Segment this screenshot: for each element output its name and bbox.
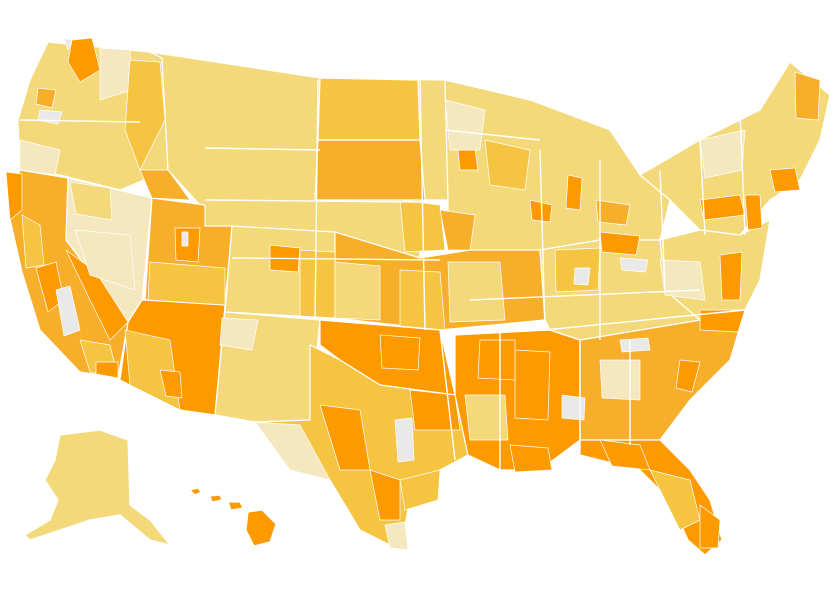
district[interactable] [35, 87, 57, 109]
district[interactable] [619, 337, 651, 353]
district[interactable] [334, 261, 381, 321]
district[interactable] [409, 389, 461, 431]
district[interactable] [139, 169, 191, 201]
district[interactable] [719, 251, 743, 301]
district[interactable] [159, 369, 183, 399]
district[interactable] [599, 359, 641, 401]
district[interactable] [99, 47, 133, 101]
district[interactable] [769, 167, 801, 193]
region-alaska[interactable] [24, 429, 171, 546]
district[interactable] [147, 261, 226, 306]
district[interactable] [254, 421, 331, 481]
district[interactable] [619, 257, 649, 273]
district[interactable] [595, 199, 631, 226]
district[interactable] [599, 231, 641, 256]
district[interactable] [69, 181, 113, 221]
district[interactable] [659, 259, 706, 301]
district[interactable] [95, 361, 119, 379]
district[interactable] [514, 349, 551, 421]
region-north-dakota[interactable] [317, 77, 421, 141]
region-hawaii[interactable] [189, 487, 277, 547]
district[interactable] [63, 37, 73, 51]
district[interactable] [384, 521, 409, 551]
district[interactable] [447, 261, 506, 323]
region-south-dakota[interactable] [314, 139, 426, 201]
district[interactable] [699, 504, 721, 549]
district[interactable] [369, 469, 401, 521]
district[interactable] [565, 174, 583, 211]
district[interactable] [399, 469, 441, 511]
district[interactable] [439, 209, 476, 251]
district[interactable] [21, 214, 45, 269]
district[interactable] [675, 359, 701, 393]
district[interactable] [444, 99, 486, 151]
state-borders [19, 79, 746, 470]
district[interactable] [55, 285, 81, 337]
district[interactable] [699, 194, 746, 221]
region-great-lakes[interactable] [444, 79, 671, 251]
district[interactable] [573, 267, 591, 286]
district[interactable] [794, 71, 821, 121]
district[interactable] [744, 194, 763, 231]
district[interactable] [484, 139, 531, 191]
district[interactable] [124, 59, 166, 171]
district[interactable] [219, 317, 259, 351]
district[interactable] [394, 417, 415, 463]
district[interactable] [509, 444, 553, 473]
district[interactable] [19, 139, 61, 176]
district[interactable] [74, 229, 136, 291]
district[interactable] [399, 269, 446, 331]
district[interactable] [464, 394, 509, 441]
district[interactable] [379, 334, 421, 371]
district[interactable] [181, 231, 189, 247]
district[interactable] [299, 249, 336, 319]
district[interactable] [477, 339, 516, 381]
district[interactable] [457, 149, 479, 171]
district[interactable] [67, 37, 101, 83]
district[interactable] [561, 394, 586, 421]
district[interactable] [699, 309, 746, 333]
district[interactable] [5, 171, 23, 221]
